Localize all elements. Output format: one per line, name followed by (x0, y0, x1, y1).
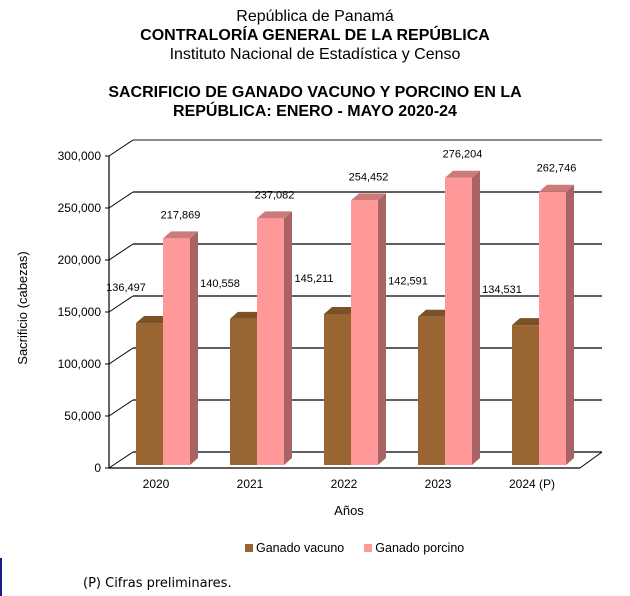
chart-title-line2: REPÚBLICA: ENERO - MAYO 2020-24 (173, 103, 457, 120)
bar-top-vacuno (418, 309, 453, 317)
x-tick-label: 2023 (425, 477, 452, 491)
y-tick-label: 150,000 (58, 305, 102, 319)
legend: Ganado vacuno Ganado porcino (245, 541, 464, 555)
chart-title: SACRIFICIO DE GANADO VACUNO Y PORCINO EN… (0, 83, 630, 121)
data-label-vacuno: 145,211 (295, 273, 334, 285)
bar-side-porcino (378, 193, 386, 465)
y-tick-label: 50,000 (64, 409, 101, 423)
legend-label-vacuno: Ganado vacuno (256, 541, 345, 555)
y-tick-diagonal (108, 347, 134, 365)
bar-top-porcino (351, 193, 386, 201)
header-organization: CONTRALORÍA GENERAL DE LA REPÚBLICA (140, 27, 490, 44)
y-tick-label: 100,000 (58, 357, 102, 371)
y-axis-label: Sacrificio (cabezas) (15, 251, 30, 364)
data-labels: 136,497 217,869 140,558 237,082 145,211 254,4… (106, 149, 576, 296)
legend-item-porcino[interactable]: Ganado porcino (364, 541, 464, 555)
x-tick-label: 2021 (237, 477, 264, 491)
data-label-vacuno: 136,497 (106, 282, 146, 294)
header-institute: Instituto Nacional de Estadística y Cens… (169, 46, 461, 63)
y-tick-label: 250,000 (58, 201, 102, 215)
bar-porcino (539, 191, 566, 466)
bar-vacuno (324, 313, 351, 465)
bar-top-vacuno (230, 311, 265, 319)
bar-top-vacuno (324, 306, 359, 314)
chart-title-line1: SACRIFICIO DE GANADO VACUNO Y PORCINO EN… (108, 84, 522, 101)
bar-porcino (257, 218, 284, 465)
bar-top-vacuno (512, 318, 547, 326)
floor-right-edge (579, 451, 603, 469)
bar-top-vacuno (136, 316, 171, 324)
bar-top-porcino (257, 211, 292, 219)
y-tick-diagonal (108, 399, 134, 417)
y-tick-diagonal (108, 139, 134, 157)
left-edge-border (0, 558, 2, 596)
legend-swatch-porcino (364, 544, 373, 552)
bar-porcino (445, 177, 472, 465)
y-tick-diagonal (108, 243, 134, 261)
y-tick-label: 300,000 (58, 149, 102, 163)
data-label-vacuno: 140,558 (200, 278, 240, 290)
header-country: República de Panamá (236, 8, 394, 25)
footnote: (P) Cifras preliminares. (83, 576, 232, 591)
y-tick-label: 0 (94, 461, 101, 475)
bar-top-porcino (445, 170, 480, 178)
x-axis-label: Años (334, 503, 364, 518)
bar-top-porcino (539, 184, 574, 192)
data-label-porcino: 237,082 (255, 189, 295, 201)
bar-vacuno (230, 318, 257, 465)
data-label-vacuno: 142,591 (388, 276, 428, 288)
bar-vacuno (418, 316, 445, 465)
bar-side-porcino (566, 184, 574, 466)
data-label-vacuno: 134,531 (482, 284, 522, 296)
data-label-porcino: 254,452 (349, 171, 389, 183)
axes: 0 50,000 100,000 150,000 200,000 250,000 300,0… (58, 139, 603, 491)
bar-vacuno (512, 325, 539, 465)
data-label-porcino: 217,869 (161, 209, 201, 221)
x-tick-label: 2020 (143, 477, 170, 491)
bar-side-porcino (190, 231, 198, 465)
legend-swatch-vacuno (245, 544, 253, 552)
bar-vacuno (136, 323, 163, 465)
y-tick-label: 200,000 (58, 253, 102, 267)
y-tick-diagonal (108, 191, 134, 209)
legend-item-vacuno[interactable]: Ganado vacuno (245, 541, 344, 555)
data-label-porcino: 276,204 (443, 149, 483, 161)
bars (136, 170, 574, 466)
bar-porcino (351, 200, 378, 465)
x-tick-label: 2024 (P) (509, 477, 555, 491)
bar-side-porcino (284, 211, 292, 465)
x-tick-label: 2022 (331, 477, 358, 491)
bar-side-porcino (472, 170, 480, 465)
y-tick-diagonal (108, 451, 134, 469)
bar-top-porcino (163, 231, 198, 239)
data-label-porcino: 262,746 (537, 163, 577, 175)
bar-porcino (163, 238, 190, 465)
legend-label-porcino: Ganado porcino (375, 541, 465, 555)
y-tick-diagonal (108, 295, 134, 313)
